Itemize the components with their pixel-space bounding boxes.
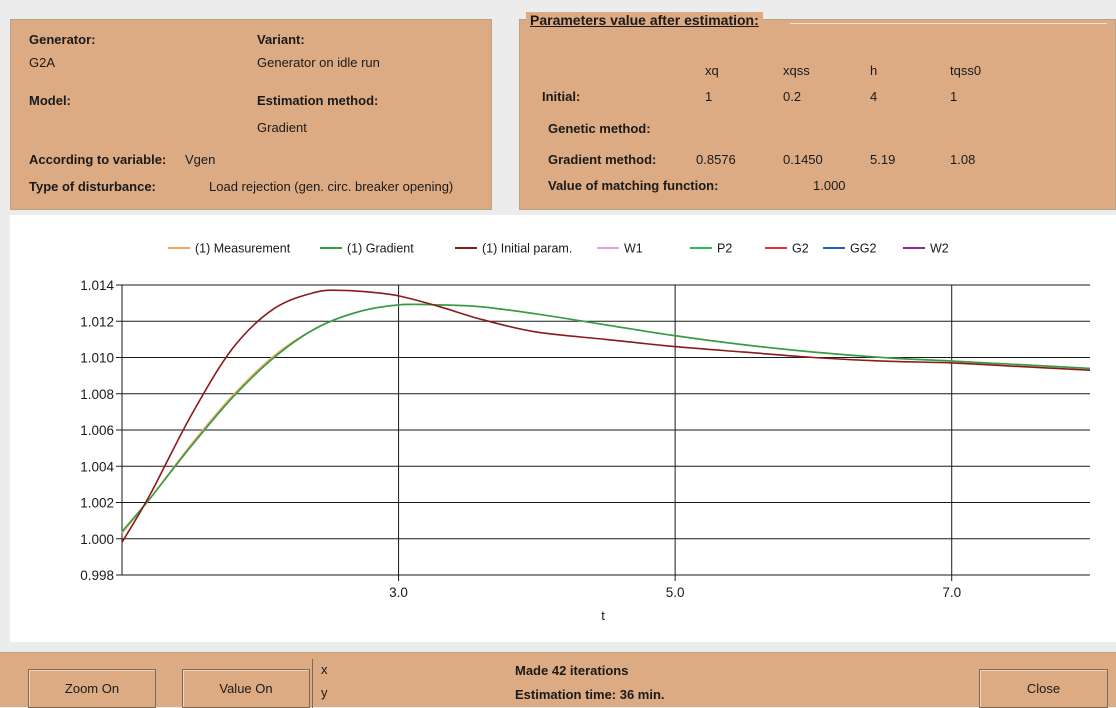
coord-x-label: x	[321, 662, 328, 677]
close-button-label: Close	[1026, 681, 1061, 696]
y-tick-label: 1.008	[80, 387, 114, 402]
variable-value: Vgen	[185, 152, 216, 167]
initial-h: 4	[870, 89, 878, 104]
y-tick-label: 1.002	[80, 496, 114, 511]
gradient-label: Gradient method:	[548, 152, 657, 167]
close-button[interactable]: Close	[979, 669, 1108, 708]
header-h: h	[870, 63, 878, 78]
zoom-on-button[interactable]: Zoom On	[28, 669, 156, 708]
initial-xq: 1	[705, 89, 713, 104]
x-axis-label: t	[601, 608, 605, 623]
series-line-3	[121, 289, 1091, 543]
legend-label: (1) Gradient	[347, 242, 414, 256]
variant-value: Generator on idle run	[257, 55, 380, 70]
info-panel: Generator: G2A Variant: Generator on idl…	[10, 19, 492, 210]
estimation-time-text: Estimation time: 36 min.	[515, 687, 665, 702]
matching-value: 1.000	[813, 178, 846, 193]
x-tick-label: 7.0	[942, 585, 961, 600]
initial-label: Initial:	[542, 89, 581, 104]
legend-label: GG2	[850, 242, 876, 256]
iterations-text: Made 42 iterations	[515, 663, 629, 678]
initial-xqss: 0.2	[783, 89, 802, 104]
y-tick-label: 1.006	[80, 423, 114, 438]
line-chart[interactable]: (1) Measurement (1) Gradient (1) Initial p…	[10, 215, 1116, 642]
header-xq: xq	[705, 63, 719, 78]
legend-label: (1) Initial param.	[482, 242, 572, 256]
gradient-xq: 0.8576	[696, 152, 736, 167]
x-tick-label: 3.0	[389, 585, 408, 600]
zoom-on-button-label: Zoom On	[64, 681, 120, 696]
legend-label: W2	[930, 242, 949, 256]
groupbox-border	[790, 23, 1107, 24]
header-xqss: xqss	[783, 63, 810, 78]
chart-area[interactable]: (1) Measurement (1) Gradient (1) Initial p…	[10, 215, 1116, 642]
generator-label: Generator:	[29, 32, 96, 47]
series-line-2	[121, 303, 1091, 533]
y-tick-label: 1.000	[80, 532, 114, 547]
y-tick-label: 1.010	[80, 351, 114, 366]
variant-label: Variant:	[257, 32, 305, 47]
gradient-tqss0: 1.08	[950, 152, 976, 167]
y-tick-label: 1.004	[80, 459, 114, 474]
model-label: Model:	[29, 93, 71, 108]
legend-label: (1) Measurement	[195, 242, 291, 256]
gradient-h: 5.19	[870, 152, 896, 167]
y-tick-label: 1.012	[80, 314, 114, 329]
genetic-label: Genetic method:	[548, 121, 651, 136]
x-tick-label: 5.0	[666, 585, 685, 600]
bottom-toolbar: Zoom On Value On x y Made 42 iterations …	[0, 652, 1116, 708]
y-tick-label: 1.014	[80, 278, 114, 293]
legend-label: W1	[624, 242, 643, 256]
legend-label: P2	[717, 242, 732, 256]
estimation-method-label: Estimation method:	[257, 93, 379, 108]
generator-value: G2A	[29, 55, 56, 70]
disturbance-label: Type of disturbance:	[29, 179, 156, 194]
matching-label: Value of matching function:	[548, 178, 719, 193]
gradient-xqss: 0.1450	[783, 152, 823, 167]
legend-label: G2	[792, 242, 809, 256]
header-tqss0: tqss0	[950, 63, 982, 78]
y-tick-label: 0.998	[80, 568, 114, 583]
initial-tqss0: 1	[950, 89, 958, 104]
parameters-title: Parameters value after estimation:	[526, 12, 763, 28]
variable-label: According to variable:	[29, 152, 167, 167]
value-on-button[interactable]: Value On	[182, 669, 310, 708]
coord-divider	[312, 659, 313, 708]
value-on-button-label: Value On	[219, 681, 273, 696]
estimation-method-value: Gradient	[257, 120, 307, 135]
parameters-panel: Parameters value after estimation: xq xq…	[519, 12, 1116, 210]
disturbance-value: Load rejection (gen. circ. breaker openi…	[209, 179, 454, 194]
coord-y-label: y	[321, 685, 328, 700]
